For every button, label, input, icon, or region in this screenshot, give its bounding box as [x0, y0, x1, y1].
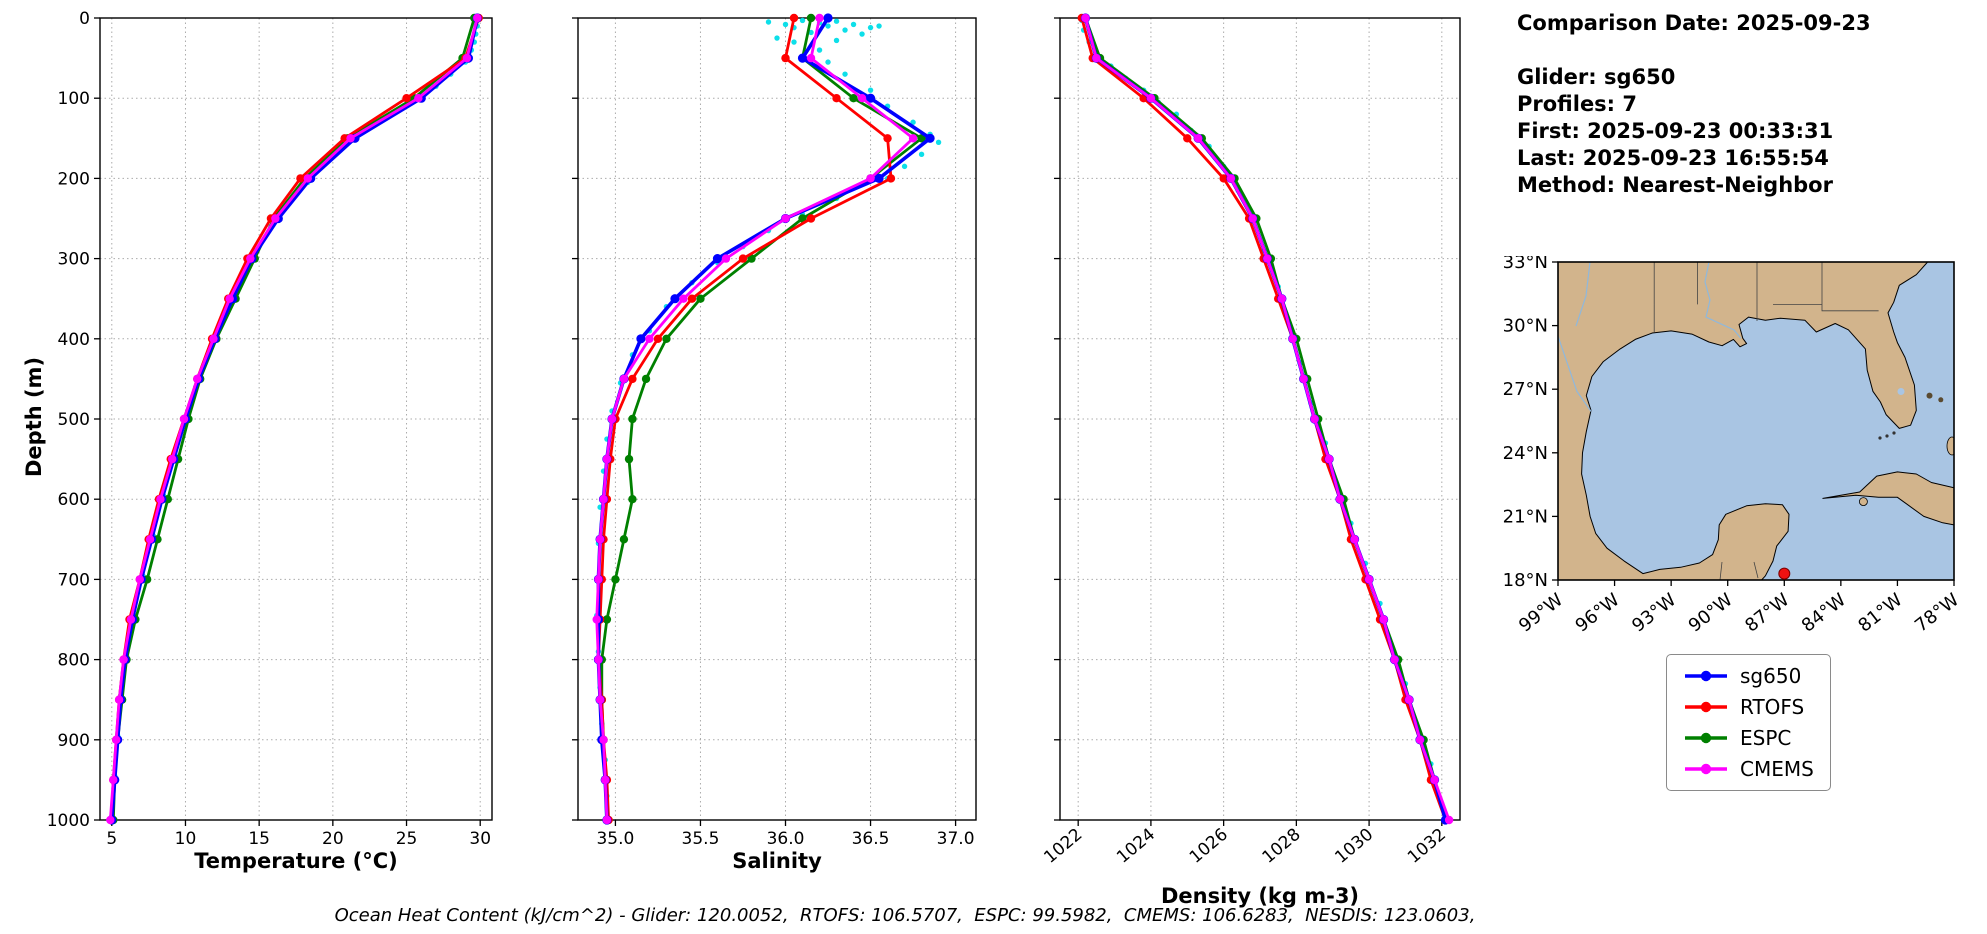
x-tick-label: 36.0: [767, 829, 805, 849]
y-tick-label: 100: [58, 89, 90, 109]
profile-plot-salinity: 35.0 35.5 36.0 36.5 37.0: [572, 13, 977, 849]
info-comparison-date: Comparison Date: 2025-09-23: [1517, 11, 1871, 35]
map-state-borders: [1653, 262, 1879, 580]
legend-item-RTOFS: RTOFS: [1683, 695, 1814, 719]
ylabel-depth: Depth (m): [22, 356, 46, 478]
map-lat-label: 30°N: [1503, 316, 1548, 337]
legend-marker: [1685, 701, 1727, 713]
x-tick-label: 1028: [1259, 825, 1305, 868]
map-lat-label: 27°N: [1503, 379, 1548, 400]
map-lon-label: 87°W: [1741, 589, 1793, 636]
x-tick-label: 1022: [1040, 825, 1086, 868]
map-florida-keys: [1892, 431, 1896, 435]
y-tick-label: 400: [58, 330, 90, 350]
map-lon-label: 93°W: [1628, 589, 1680, 636]
y-tick-label: 700: [58, 570, 90, 590]
x-tick-label: 5: [106, 829, 117, 849]
map-rivers: [1558, 262, 1742, 412]
legend-item-ESPC: ESPC: [1683, 726, 1814, 750]
legend-marker: [1685, 670, 1727, 682]
glider-scatter: [1079, 17, 1445, 807]
map-island-bahamas: [1926, 392, 1933, 399]
legend-marker: [1685, 732, 1727, 744]
series-CMEMS: [106, 13, 482, 825]
x-tick-label: 25: [396, 829, 418, 849]
map-border: [1557, 261, 1955, 581]
legend-label: CMEMS: [1740, 757, 1814, 781]
ocean-heat-content-caption: Ocean Heat Content (kJ/cm^2) - Glider: 1…: [334, 905, 1476, 926]
series-CMEMS: [592, 13, 918, 825]
y-tick-label: 500: [58, 410, 90, 430]
x-tick-label: 1026: [1186, 825, 1232, 868]
map-lake-okeechobee: [1897, 388, 1905, 395]
x-tick-label: 1030: [1331, 825, 1377, 868]
y-tick-label: 600: [58, 490, 90, 510]
x-tick-label: 37.0: [937, 829, 975, 849]
x-tick-label: 30: [469, 829, 491, 849]
legend-marker: [1685, 763, 1727, 775]
xlabel-salinity: Salinity: [732, 849, 822, 873]
map-lat-label: 24°N: [1503, 443, 1548, 464]
x-tick-label: 15: [248, 829, 270, 849]
profile-plot-density: 1022 1024 1026 1028 1030 1032: [1040, 13, 1461, 868]
x-tick-label: 20: [322, 829, 344, 849]
info-glider: Glider: sg650: [1517, 65, 1676, 89]
map-lat-label: 33°N: [1503, 256, 1548, 273]
map-lon-label: 90°W: [1685, 589, 1737, 636]
x-tick-label: 35.0: [596, 829, 634, 849]
map-lon-label: 84°W: [1798, 589, 1850, 636]
map-florida-keys: [1878, 436, 1882, 440]
map-lon-label: 78°W: [1911, 589, 1963, 636]
xlabel-density: Density (kg m-3): [1160, 884, 1360, 908]
info-block: Comparison Date: 2025-09-23 Glider: sg65…: [1517, 10, 1871, 199]
legend-item-sg650: sg650: [1683, 664, 1814, 688]
map-land-cuba: [1822, 471, 1954, 526]
y-tick-label: 0: [79, 9, 90, 29]
y-tick-label: 200: [58, 169, 90, 189]
series-sg650: [1080, 13, 1451, 825]
glider-scatter: [109, 16, 482, 819]
map-lon-label: 99°W: [1515, 589, 1567, 636]
y-tick-label: 300: [58, 250, 90, 270]
x-tick-label: 1024: [1113, 825, 1159, 868]
map-features: [1558, 262, 1954, 580]
map-land-north-america: [1558, 262, 1929, 580]
x-tick-label: 10: [175, 829, 197, 849]
x-tick-label: 35.5: [682, 829, 720, 849]
legend-label: sg650: [1740, 664, 1802, 688]
info-spacer: [1517, 37, 1871, 64]
map-lat-label: 18°N: [1503, 570, 1548, 591]
info-last: Last: 2025-09-23 16:55:54: [1517, 146, 1829, 170]
info-profiles: Profiles: 7: [1517, 92, 1638, 116]
map-lon-label: 81°W: [1854, 589, 1906, 636]
info-first: First: 2025-09-23 00:33:31: [1517, 119, 1834, 143]
y-tick-label: 900: [58, 731, 90, 751]
legend-item-CMEMS: CMEMS: [1683, 757, 1814, 781]
map-island-isla-de-la-juventud: [1858, 497, 1868, 507]
legend-label: ESPC: [1740, 726, 1792, 750]
map-lon-label: 96°W: [1572, 589, 1624, 636]
map-lat-label: 21°N: [1503, 506, 1548, 527]
map-island-andros: [1946, 436, 1954, 456]
y-tick-label: 800: [58, 651, 90, 671]
x-tick-label: 1032: [1404, 825, 1450, 868]
y-tick-label: 1000: [47, 811, 90, 831]
glider-position-marker: [1778, 567, 1791, 580]
x-tick-label: 36.5: [852, 829, 890, 849]
legend-label: RTOFS: [1740, 695, 1805, 719]
map-florida-keys: [1885, 434, 1889, 438]
series-CMEMS: [1081, 13, 1454, 825]
map-island-bahamas: [1938, 397, 1944, 403]
legend: sg650 RTOFS ESPC CMEMS: [1666, 654, 1831, 791]
gulf-of-mexico-map: 33°N 30°N 27°N 24°N 21°N 18°N99°W 96°W 93°W 90°W…: [1503, 256, 1964, 637]
xlabel-temperature: Temperature (°C): [194, 849, 398, 873]
info-method: Method: Nearest-Neighbor: [1517, 173, 1833, 197]
profile-plot-temperature: 5 10 15 20 25 3001002003004005006007008009001…: [47, 9, 493, 849]
